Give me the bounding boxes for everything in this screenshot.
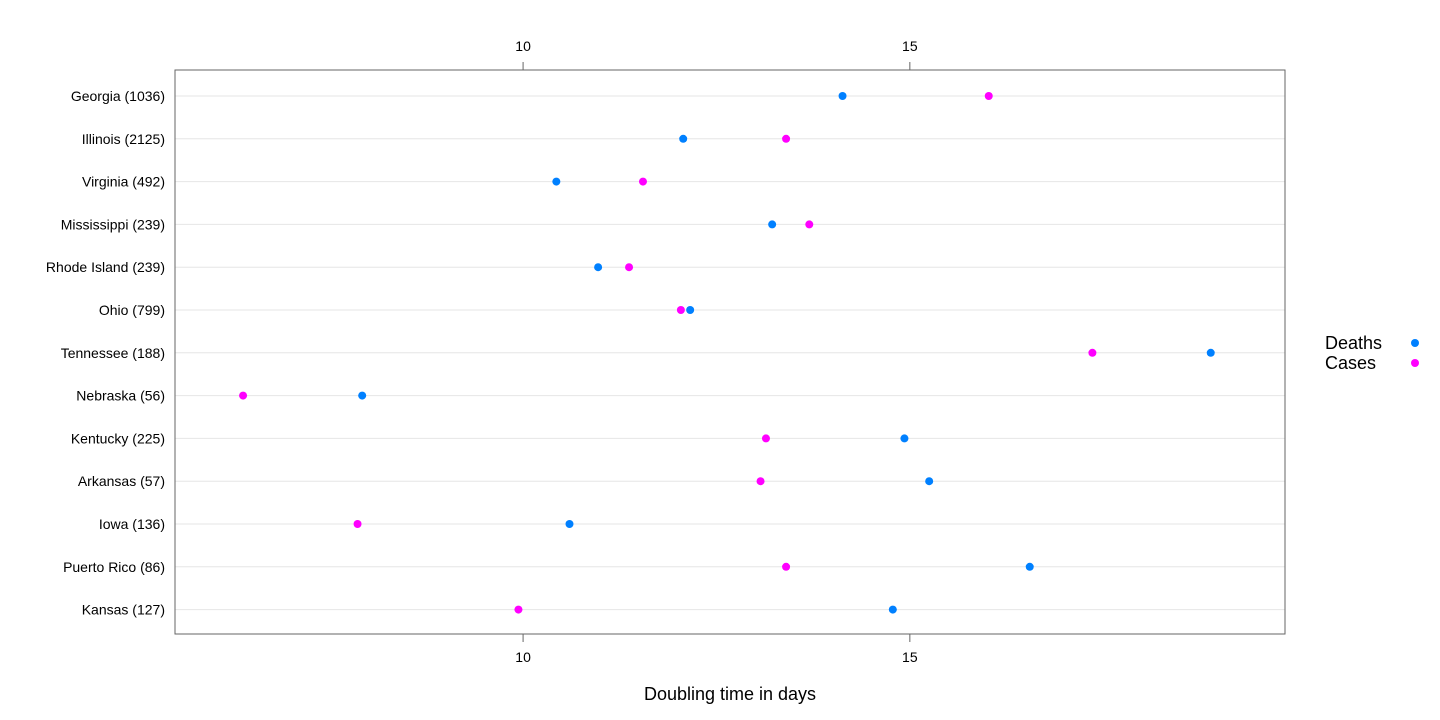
cases-point	[782, 562, 791, 571]
category-label: Virginia (492)	[82, 174, 165, 190]
plot-frame	[174, 69, 1286, 635]
deaths-point	[925, 477, 934, 486]
category-label: Illinois (2125)	[82, 131, 165, 147]
axis-ticks: 10 10 15 15	[515, 38, 918, 665]
gridlines	[175, 95, 1285, 611]
cases-point	[514, 605, 523, 614]
category-label: Puerto Rico (86)	[63, 559, 165, 575]
deaths-point	[686, 306, 695, 314]
cases-point	[984, 92, 993, 100]
cases-point	[353, 520, 362, 528]
legend-marker-deaths	[1411, 339, 1419, 347]
category-label: Iowa (136)	[99, 516, 165, 532]
cases-point	[676, 306, 685, 314]
deaths-point	[768, 220, 777, 229]
x-tick-label-top: 15	[902, 38, 918, 54]
x-axis-title: Doubling time in days	[644, 684, 816, 704]
x-tick-label-bottom: 10	[515, 649, 531, 665]
cases-point	[239, 391, 248, 400]
deaths-point	[679, 134, 688, 143]
category-labels: Georgia (1036) Illinois (2125) Virginia (4…	[46, 88, 165, 618]
legend-label-cases: Cases	[1325, 353, 1376, 373]
cases-point	[761, 434, 770, 443]
cases-point	[625, 263, 634, 272]
cases-point	[1088, 348, 1097, 357]
cases-point	[805, 220, 814, 229]
deaths-point	[900, 434, 909, 443]
category-label: Nebraska (56)	[76, 388, 165, 404]
deaths-point	[888, 605, 897, 614]
deaths-point	[1206, 348, 1215, 357]
category-label: Mississippi (239)	[61, 216, 165, 232]
category-label: Rhode Island (239)	[46, 259, 165, 275]
deaths-point	[565, 520, 574, 528]
deaths-point	[594, 263, 603, 272]
data-points	[239, 92, 1215, 614]
legend-marker-cases	[1411, 359, 1419, 367]
x-tick-label-top: 10	[515, 38, 531, 54]
cases-point	[638, 177, 647, 186]
cases-point	[756, 477, 765, 486]
deaths-point	[358, 391, 367, 400]
category-label: Tennessee (188)	[61, 345, 165, 361]
deaths-point	[1025, 562, 1034, 571]
category-label: Ohio (799)	[99, 302, 165, 318]
category-label: Kentucky (225)	[71, 430, 165, 446]
x-tick-label-bottom: 15	[902, 649, 918, 665]
legend-label-deaths: Deaths	[1325, 333, 1382, 353]
category-label: Georgia (1036)	[71, 88, 165, 104]
category-label: Arkansas (57)	[78, 473, 165, 489]
deaths-point	[838, 92, 847, 100]
deaths-point	[552, 177, 561, 186]
category-label: Kansas (127)	[82, 602, 165, 618]
cases-point	[782, 134, 791, 143]
